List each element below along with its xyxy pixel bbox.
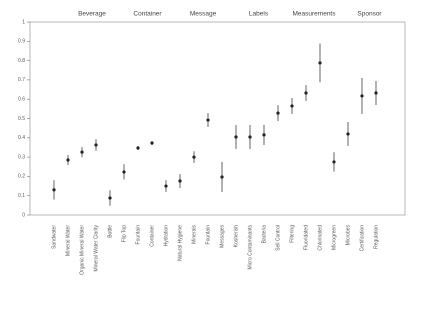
point [66,158,70,162]
x-tick-label: Organic Mineral Water [79,225,85,275]
x-tick-label: Chlorinated [317,225,323,251]
point [220,175,224,179]
point [136,146,140,150]
x-tick-label: Messages [219,225,225,248]
y-tick-label: 0.7 [18,77,25,83]
x-tick-label: Bottle [107,225,113,238]
y-tick-label: 0.1 [18,193,25,199]
point [318,61,322,65]
point [360,94,364,98]
x-tick-label: Fountain [135,225,141,245]
point [164,184,168,188]
group-header: Container [133,11,162,18]
x-tick-label: Sell Control [275,225,281,251]
x-tick-label: Container [149,225,155,247]
point [234,135,238,139]
group-header: Sponsor [357,11,382,18]
x-tick-label: Micro Contaminants [247,225,253,270]
group-header: Measurements [293,11,337,18]
y-tick-label: 0 [22,212,25,218]
y-tick-label: 0.8 [18,58,25,64]
y-tick-label: 0.3 [18,154,25,160]
x-tick-label: Mineral Water Clarity [93,225,99,272]
x-tick-label: Mineral Water [65,225,71,256]
plot-frame [29,21,406,216]
point [332,160,336,164]
group-header: Beverage [78,11,106,18]
point [192,155,196,159]
x-tick-label: Hydration [163,225,169,247]
point [304,91,308,95]
point [276,111,280,115]
point [52,188,56,192]
point [346,132,350,136]
point [290,104,294,108]
point [248,135,252,139]
y-tick-label: 0.9 [18,39,25,45]
y-tick-label: 0.4 [18,135,25,141]
x-tick-label: Microbes [345,225,351,246]
y-tick-label: 0.2 [18,174,25,180]
y-tick-label: 0.6 [18,97,25,103]
point [94,143,98,147]
x-tick-label: Filtering [289,225,295,243]
x-tick-label: Bacteria [261,225,267,244]
group-header: Labels [249,11,269,18]
x-tick-label: Certification [359,225,365,252]
x-tick-label: Fluoridated [303,225,309,250]
x-tick-label: Regulation [373,225,379,249]
point [150,141,154,145]
y-tick-label: 1 [22,19,25,25]
point [108,196,112,200]
x-tick-label: Minerals [191,225,197,244]
x-tick-label: Sandwater [51,225,57,249]
point [262,133,266,137]
point [80,150,84,154]
x-tick-label: Fountain [205,225,211,245]
x-tick-label: Flip Top [121,225,127,243]
point [374,91,378,95]
group-header: Message [190,11,217,18]
point [178,179,182,183]
x-tick-label: Kosherish [233,225,239,247]
point [122,170,126,174]
point [206,118,210,122]
y-tick-label: 0.5 [18,116,25,122]
x-tick-label: Natural Hygiene [177,225,183,261]
x-tick-label: Microgreen [331,225,337,250]
